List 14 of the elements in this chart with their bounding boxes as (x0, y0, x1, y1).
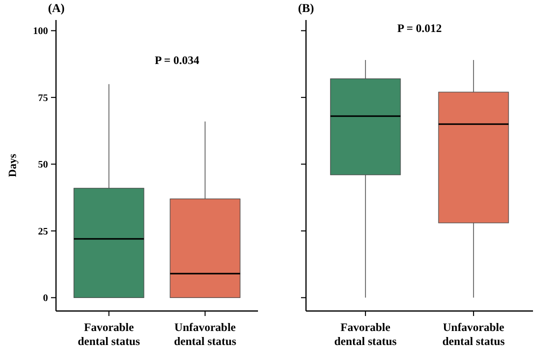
y-axis-title: Days (7, 153, 19, 178)
y-tick-label: 25 (38, 226, 48, 238)
y-tick-label: 50 (38, 160, 48, 171)
x-tick-label: Unfavorable dental status (174, 322, 237, 348)
y-tick-label: 75 (38, 92, 48, 104)
y-tick-label: 100 (33, 26, 48, 38)
chart-title: (A) (48, 1, 65, 15)
annotation: P = 0.012 (397, 23, 442, 35)
y-tick-label: 0 (43, 293, 48, 304)
x-tick-label: Favorable dental status (78, 322, 141, 348)
annotation: P = 0.034 (154, 55, 200, 67)
x-tick-label: Favorable dental status (334, 322, 398, 348)
x-tick-label: Unfavorable dental status (442, 322, 506, 348)
chart-title: (B) (298, 1, 314, 15)
